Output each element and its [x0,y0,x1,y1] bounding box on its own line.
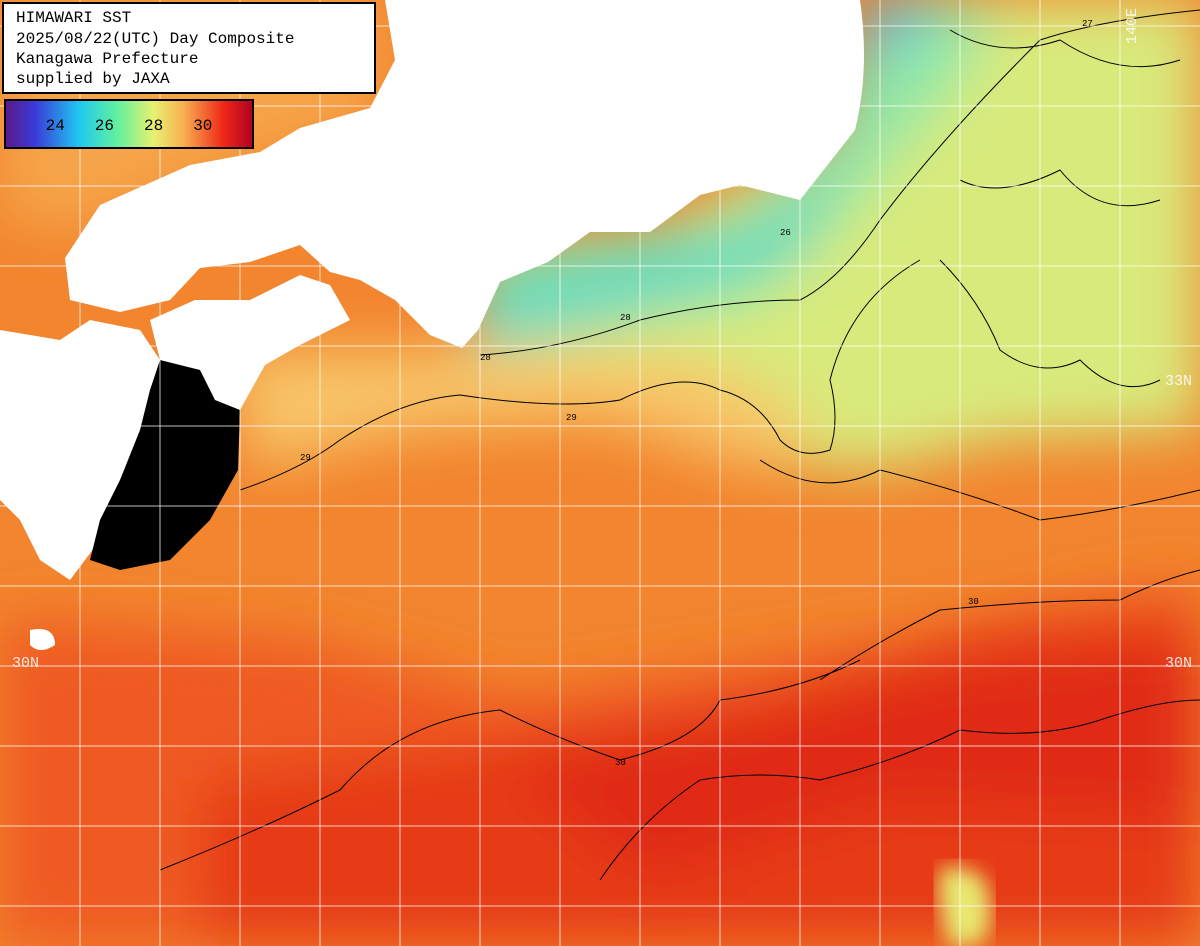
contour-label: 27 [1082,19,1093,29]
cloud-mask [90,360,240,570]
lat-label: 30N [12,655,39,672]
header-line: 2025/08/22(UTC) Day Composite [16,30,294,48]
colorbar-tick-label: 28 [144,117,163,135]
contours [159,9,1200,881]
lat-label: 30N [1165,655,1192,672]
header-line: HIMAWARI SST [16,9,131,27]
contour-label: 30 [615,758,626,768]
lon-label: 140E [1124,8,1141,44]
contour-label: 26 [780,228,791,238]
colorbar-tick-label: 30 [193,117,212,135]
colorbar-tick-label: 26 [95,117,114,135]
contour-label: 28 [620,313,631,323]
header-line: Kanagawa Prefecture [16,50,198,68]
colorbar: 24 26 28 30 [4,99,254,149]
grid-labels: 30N 30N 33N 136E 140E [12,4,1192,672]
title-box: HIMAWARI SST 2025/08/22(UTC) Day Composi… [2,2,376,94]
contour-label: 28 [480,353,491,363]
colorbar-tick-label: 24 [46,117,65,135]
contour-label: 30 [968,597,979,607]
header-line: supplied by JAXA [16,70,170,88]
lon-label: 136E [484,4,501,40]
contour-label: 29 [300,453,311,463]
lat-label: 33N [1165,373,1192,390]
contour-labels: 27 28 29 30 26 29 30 28 [300,19,1093,768]
contour-label: 29 [566,413,577,423]
